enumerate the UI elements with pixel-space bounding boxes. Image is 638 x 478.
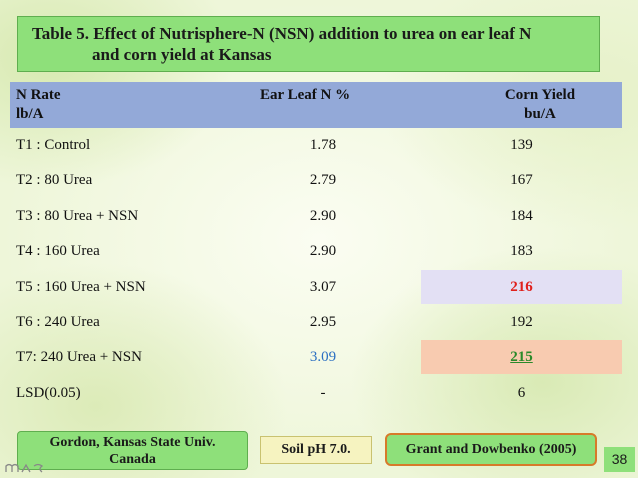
cell-corn-yield-highlighted: 216 bbox=[421, 269, 622, 304]
table-header: N Rate lb/A Ear Leaf N % Corn Yield bu/A bbox=[10, 82, 622, 128]
table-title-line1: Table 5. Effect of Nutrisphere-N (NSN) a… bbox=[32, 24, 532, 43]
cell-treatment: T3 : 80 Urea + NSN bbox=[16, 207, 139, 224]
table-title-box: Table 5. Effect of Nutrisphere-N (NSN) a… bbox=[17, 16, 600, 72]
header-corn-yield-unit: bu/A bbox=[524, 106, 556, 122]
cell-corn-yield: 184 bbox=[510, 207, 533, 224]
cell-ear-leaf-n: 2.90 bbox=[309, 207, 337, 224]
cell-corn-yield: 192 bbox=[510, 313, 533, 330]
table-row: T5 : 160 Urea + NSN 3.07 216 bbox=[10, 269, 622, 305]
cell-treatment: T1 : Control bbox=[16, 137, 91, 153]
cell-ear-leaf-n: 2.90 bbox=[309, 243, 337, 260]
table-row: T4 : 160 Urea 2.90 183 bbox=[10, 234, 622, 269]
page-number: 38 bbox=[604, 447, 635, 472]
header-corn-yield-label: Corn Yield bbox=[504, 87, 576, 103]
cell-ear-leaf-n: 1.78 bbox=[309, 137, 337, 153]
cell-ear-leaf-n: - bbox=[320, 384, 326, 401]
cell-ear-leaf-n-highlighted: 3.09 bbox=[309, 349, 337, 366]
table-row: T7: 240 Urea + NSN 3.09 215 bbox=[10, 340, 622, 375]
source-box: Gordon, Kansas State Univ. Canada bbox=[17, 431, 248, 470]
header-n-rate: N Rate lb/A bbox=[16, 86, 61, 124]
logo-mark-icon bbox=[5, 463, 44, 473]
cell-treatment: T7: 240 Urea + NSN bbox=[16, 349, 142, 366]
header-n-rate-unit: lb/A bbox=[16, 106, 44, 122]
table-title-line2: and corn yield at Kansas bbox=[92, 45, 272, 64]
cell-treatment: T6 : 240 Urea bbox=[16, 313, 100, 330]
header-ear-leaf-n: Ear Leaf N % bbox=[260, 87, 351, 103]
cell-ear-leaf-n: 3.07 bbox=[309, 278, 337, 295]
data-table: N Rate lb/A Ear Leaf N % Corn Yield bu/A… bbox=[10, 82, 622, 411]
soil-ph-box: Soil pH 7.0. bbox=[260, 436, 372, 464]
cell-treatment: T4 : 160 Urea bbox=[16, 243, 100, 260]
table-row: T3 : 80 Urea + NSN 2.90 184 bbox=[10, 199, 622, 234]
cell-corn-yield: 167 bbox=[510, 172, 533, 189]
cell-ear-leaf-n: 2.79 bbox=[309, 172, 337, 189]
cell-corn-yield-highlighted: 215 bbox=[421, 340, 622, 375]
table-row: T6 : 240 Urea 2.95 192 bbox=[10, 305, 622, 340]
source-line1: Gordon, Kansas State Univ. bbox=[49, 435, 216, 450]
header-corn-yield: Corn Yield bu/A bbox=[460, 86, 620, 124]
source-line2: Canada bbox=[109, 452, 156, 467]
table-row: LSD(0.05) - 6 bbox=[10, 376, 622, 411]
cell-corn-yield: 139 bbox=[510, 137, 533, 153]
cell-treatment: T5 : 160 Urea + NSN bbox=[16, 278, 146, 295]
header-n-rate-label: N Rate bbox=[16, 87, 61, 103]
cell-corn-yield: 6 bbox=[517, 384, 526, 401]
cell-ear-leaf-n: 2.95 bbox=[309, 313, 337, 330]
site-logo bbox=[4, 462, 50, 477]
citation-box: Grant and Dowbenko (2005) bbox=[385, 433, 597, 466]
table-row: T1 : Control 1.78 139 bbox=[10, 128, 622, 163]
cell-treatment: LSD(0.05) bbox=[16, 384, 81, 401]
table-row: T2 : 80 Urea 2.79 167 bbox=[10, 163, 622, 198]
cell-corn-yield: 183 bbox=[510, 243, 533, 260]
cell-treatment: T2 : 80 Urea bbox=[16, 172, 93, 189]
